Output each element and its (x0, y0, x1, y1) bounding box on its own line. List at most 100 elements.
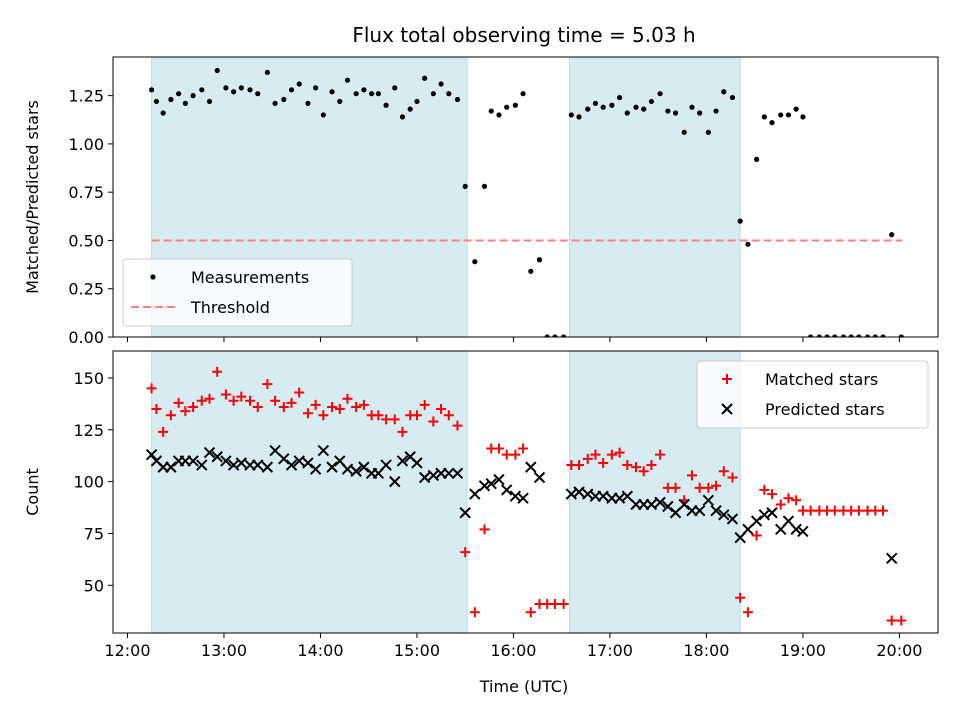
matched-stars-point (158, 426, 169, 437)
predicted-stars-point (621, 490, 634, 502)
predicted-stars-point (766, 507, 778, 519)
predicted-stars-point (235, 457, 248, 469)
top-legend-box (122, 258, 353, 327)
matched-stars-point (549, 598, 560, 609)
x-tick-label: 18:00 (683, 641, 729, 660)
measurements-point (206, 98, 213, 105)
matched-stars-point (342, 393, 353, 404)
measurements-point (689, 104, 695, 110)
measurements-point (190, 93, 196, 99)
y-tick-label: 0.00 (68, 328, 104, 347)
predicted-stars-point (396, 455, 409, 467)
measurements-point (856, 334, 862, 337)
predicted-stars-point (702, 494, 715, 507)
measurements-point (536, 257, 543, 263)
predicted-stars-point (269, 444, 281, 457)
predicted-stars-point (742, 523, 754, 536)
matched-stars-point (173, 397, 184, 408)
matched-stars-point (638, 466, 649, 477)
predicted-stars-point (718, 509, 730, 521)
measurements-point (552, 334, 558, 337)
predicted-stars-point (790, 523, 802, 536)
measurements-point (898, 334, 904, 337)
matched-stars-point (711, 480, 722, 491)
predicted-stars-point (525, 461, 537, 473)
matched-stars-point (278, 401, 289, 412)
predicted-stars-point (645, 498, 658, 511)
predicted-stars-point (517, 492, 529, 504)
matched-stars-point (614, 447, 625, 458)
matched-stars-point (670, 482, 681, 493)
predicted-stars-point (597, 490, 609, 502)
matched-stars-point (302, 408, 313, 419)
predicted-stars-point (418, 471, 431, 484)
matched-stars-point (460, 547, 471, 558)
matched-stars-point (310, 399, 321, 410)
predicted-stars-point (573, 486, 585, 498)
y-tick-label: 150 (73, 369, 104, 388)
measurements-point (848, 334, 854, 337)
measurements-point (223, 85, 229, 91)
matched-stars-point (582, 453, 593, 464)
matched-stars-point (252, 401, 263, 412)
matched-stars-point (767, 489, 778, 500)
measurements-point (641, 106, 647, 112)
measurements-point (422, 75, 428, 81)
chart-title: Flux total observing time = 5.03 h (352, 23, 695, 47)
measurements-point (824, 334, 830, 337)
y-tick-label: 1.00 (68, 135, 104, 154)
matched-stars-point (686, 470, 697, 481)
top-legend: Measurements Threshold (122, 258, 353, 327)
matched-stars-point (204, 393, 215, 404)
x-tick-label: 19:00 (780, 641, 826, 660)
measurements-point (160, 110, 166, 116)
x-tick-label: 17:00 (587, 641, 633, 660)
bottom-legend-box (696, 360, 929, 429)
matched-stars-point (165, 410, 176, 421)
matched-stars-point (510, 449, 521, 460)
matched-stars-point (436, 404, 447, 415)
measurements-point (488, 108, 494, 114)
measurements-point (609, 102, 615, 108)
measurements-point (697, 110, 703, 116)
measurements-point (624, 110, 630, 116)
measurements-point (648, 98, 655, 105)
matched-stars-point (381, 414, 392, 425)
measurements-point (320, 112, 326, 118)
predicted-stars-point (469, 488, 481, 500)
predicted-stars-point (341, 463, 354, 475)
measurements-point (512, 102, 518, 108)
measurements-point (438, 81, 444, 87)
top-y-axis-label: Matched/Predicted stars (23, 100, 42, 294)
matched-stars-point (751, 530, 762, 541)
matched-stars-point (373, 410, 384, 421)
matched-stars-point (727, 472, 738, 483)
predicted-stars-point (411, 457, 423, 469)
matched-stars-point (878, 505, 888, 516)
predicted-stars-point (669, 507, 682, 519)
bottom-legend: Matched stars Predicted stars (696, 360, 929, 429)
predicted-stars-point (726, 513, 739, 525)
matched-stars-point (590, 449, 601, 460)
matched-stars-point (270, 395, 281, 406)
matched-stars-point (606, 449, 617, 460)
measurements-point (633, 104, 639, 110)
measurements-point (281, 96, 287, 103)
predicted-stars-point (220, 455, 232, 467)
measurements-point (600, 104, 606, 110)
matched-stars-point (703, 482, 714, 493)
matched-stars-point (479, 524, 490, 535)
measurements-point (785, 112, 792, 118)
legend-label: Threshold (190, 298, 270, 317)
matched-stars-point (853, 505, 864, 516)
measurements-point (568, 112, 574, 118)
measurements-point (705, 129, 711, 135)
predicted-stars-point (317, 444, 330, 457)
matched-stars-point (783, 493, 794, 504)
predicted-stars-point (797, 525, 809, 538)
predicted-stars-point (261, 461, 274, 473)
predicted-stars-point (350, 465, 362, 477)
measurements-point (399, 114, 406, 120)
measurements-point (462, 183, 468, 189)
y-tick-label: 50 (84, 576, 104, 595)
